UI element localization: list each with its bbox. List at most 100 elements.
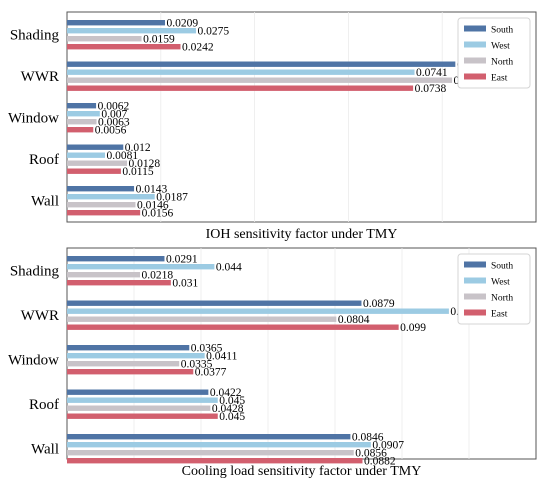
- legend-swatch-east: [464, 309, 486, 316]
- bar-value-label: 0.0738: [415, 83, 447, 95]
- bar-value-label: 0.0804: [338, 314, 370, 326]
- bar-east: [67, 369, 194, 375]
- legend-label: West: [491, 278, 510, 288]
- legend-swatch-west: [464, 277, 486, 284]
- bar-north: [67, 405, 211, 411]
- bar-east: [67, 280, 171, 286]
- bar-value-label: 0.0846: [352, 432, 384, 444]
- category-label: Wall: [31, 194, 59, 210]
- bar-value-label: 0.0159: [143, 34, 175, 46]
- bar-west: [67, 353, 205, 359]
- bar-value-label: 0.0856: [355, 448, 387, 460]
- bar-east: [67, 413, 218, 419]
- bar-value-label: 0.0365: [191, 343, 223, 355]
- category-label: Shading: [10, 28, 60, 44]
- bar-north: [67, 202, 136, 208]
- bar-west: [67, 264, 215, 270]
- bar-west: [67, 69, 415, 75]
- bar-north: [67, 36, 142, 42]
- bar-value-label: 0.0209: [167, 18, 199, 30]
- legend-label: North: [491, 58, 513, 68]
- bar-value-label: 0.0128: [129, 158, 161, 170]
- axis-title: Cooling load sensitivity factor under TM…: [182, 464, 422, 479]
- bar-value-label: 0.0146: [137, 200, 169, 212]
- bar-south: [67, 186, 135, 192]
- category-label: Window: [8, 353, 59, 369]
- legend-label: West: [491, 42, 510, 52]
- bar-value-label: 0.012: [125, 142, 151, 154]
- chart-panel-2: 0.02910.0440.02180.031Shading0.08790.114…: [8, 247, 537, 479]
- bar-west: [67, 111, 100, 117]
- bar-value-label: 0.0056: [95, 125, 127, 137]
- category-label: Wall: [31, 442, 59, 458]
- category-label: Shading: [10, 264, 60, 280]
- bar-north: [67, 77, 453, 83]
- bar-south: [67, 144, 124, 150]
- legend-label: South: [491, 262, 513, 272]
- bar-value-label: 0.007: [101, 109, 127, 121]
- bar-value-label: 0.0081: [106, 150, 138, 162]
- bar-north: [67, 119, 97, 125]
- legend-label: East: [491, 74, 508, 84]
- bar-north: [67, 160, 128, 166]
- bar-value-label: 0.0335: [181, 359, 213, 371]
- category-label: WWR: [21, 69, 59, 85]
- bar-value-label: 0.0882: [364, 456, 396, 468]
- bar-value-label: 0.0115: [122, 166, 153, 178]
- axis-title: IOH sensitivity factor under TMY: [206, 227, 398, 242]
- bar-value-label: 0.0907: [372, 440, 404, 452]
- category-label: Window: [8, 111, 59, 127]
- legend-swatch-south: [464, 261, 486, 268]
- bar-south: [67, 300, 362, 306]
- legend-swatch-west: [464, 41, 486, 48]
- bar-west: [67, 28, 196, 34]
- legend-swatch-south: [464, 25, 486, 32]
- bar-value-label: 0.0422: [210, 387, 242, 399]
- chart-panel-1: 0.02090.02750.01590.0242Shading0.08280.0…: [8, 11, 537, 242]
- bar-south: [67, 345, 190, 351]
- bar-value-label: 0.0156: [142, 208, 174, 220]
- bar-value-label: 0.0187: [156, 192, 188, 204]
- legend-box: [457, 253, 531, 325]
- bar-south: [67, 389, 209, 395]
- legend-label: North: [491, 294, 513, 304]
- bar-value-label: 0.0879: [363, 298, 395, 310]
- bar-north: [67, 316, 337, 322]
- bar-value-label: 0.0377: [195, 367, 227, 379]
- bar-south: [67, 434, 351, 440]
- bar-north: [67, 361, 180, 367]
- legend-label: South: [491, 26, 513, 36]
- bar-east: [67, 168, 121, 174]
- bar-value-label: 0.0428: [212, 403, 244, 415]
- bar-value-label: 0.0062: [98, 101, 130, 113]
- bar-value-label: 0.0143: [136, 184, 168, 196]
- bar-value-label: 0.045: [219, 395, 245, 407]
- bar-south: [67, 20, 166, 26]
- category-label: Roof: [29, 152, 59, 168]
- bar-west: [67, 308, 449, 314]
- legend-swatch-north: [464, 293, 486, 300]
- bar-west: [67, 194, 155, 200]
- legend-box: [457, 17, 531, 89]
- bar-east: [67, 210, 141, 216]
- bar-south: [67, 256, 165, 262]
- bar-south: [67, 103, 97, 109]
- bar-value-label: 0.031: [172, 278, 198, 290]
- bar-value-label: 0.0291: [166, 254, 198, 266]
- bar-east: [67, 324, 399, 330]
- legend-label: East: [491, 310, 508, 320]
- bar-value-label: 0.0242: [182, 42, 214, 54]
- bar-east: [67, 44, 181, 50]
- bar-value-label: 0.0218: [142, 270, 174, 282]
- bar-east: [67, 85, 414, 91]
- legend-swatch-north: [464, 57, 486, 64]
- bar-value-label: 0.099: [400, 322, 426, 334]
